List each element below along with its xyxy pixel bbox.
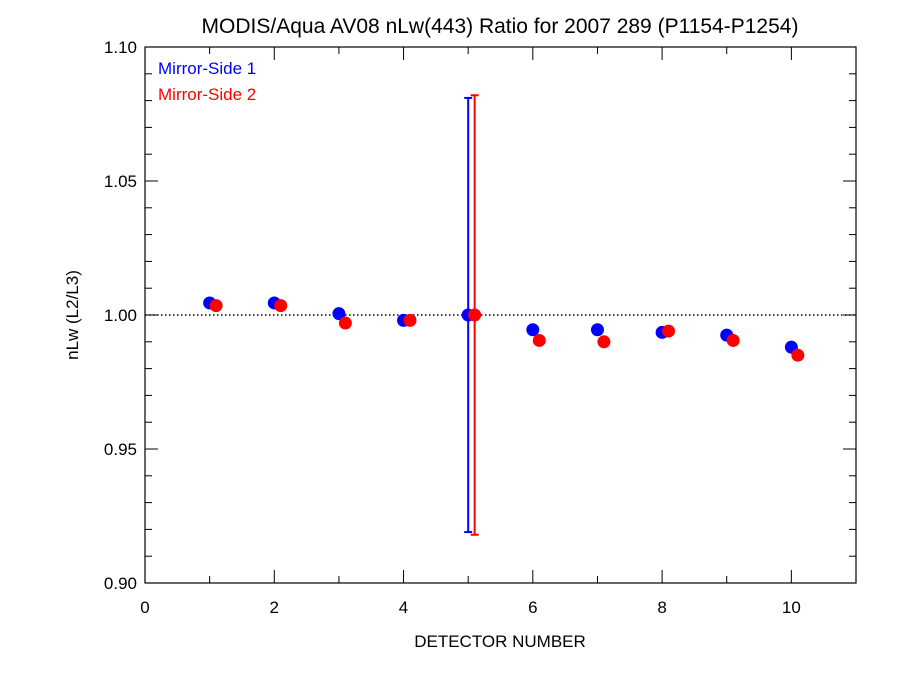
point-series-2 [726,333,740,347]
y-tick-label: 0.95 [104,440,137,459]
x-tick-label: 6 [528,598,537,617]
point-series-2 [274,299,288,313]
y-tick-label: 1.10 [104,38,137,57]
point-series-1 [590,323,604,337]
x-tick-label: 10 [782,598,801,617]
point-series-2 [338,316,352,330]
data-points [203,296,805,362]
legend-entry-mirror-side-1: Mirror-Side 1 [158,59,256,78]
point-series-2 [597,335,611,349]
point-series-2 [468,308,482,322]
point-series-1 [526,323,540,337]
point-series-2 [662,324,676,338]
x-tick-label: 2 [270,598,279,617]
point-series-1 [332,307,346,321]
point-series-2 [403,313,417,327]
x-tick-label: 8 [657,598,666,617]
tick-labels: 0 2 4 6 8 10 0.90 0.95 1.00 1.05 1.10 [104,38,801,617]
x-axis-label: DETECTOR NUMBER [414,632,586,651]
x-tick-label: 4 [399,598,408,617]
y-tick-label: 1.00 [104,306,137,325]
x-tick-label: 0 [140,598,149,617]
axis-ticks [144,46,857,584]
point-series-2 [532,333,546,347]
y-tick-label: 1.05 [104,172,137,191]
chart-title: MODIS/Aqua AV08 nLw(443) Ratio for 2007 … [202,15,799,38]
legend: Mirror-Side 1 Mirror-Side 2 [158,59,256,104]
point-series-2 [791,348,805,362]
y-tick-label: 0.90 [104,574,137,593]
legend-entry-mirror-side-2: Mirror-Side 2 [158,85,256,104]
point-series-2 [209,299,223,313]
y-axis-label: nLw (L2/L3) [63,270,82,360]
